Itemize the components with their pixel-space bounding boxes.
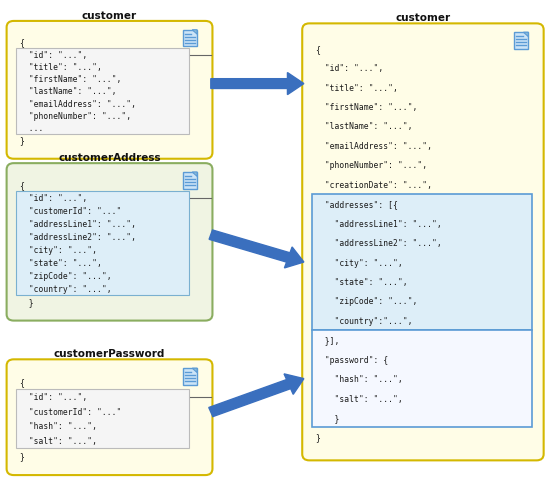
- Text: {: {: [19, 181, 24, 190]
- Text: "hash": "...",: "hash": "...",: [19, 422, 97, 431]
- Text: }: }: [315, 434, 320, 442]
- Polygon shape: [192, 172, 197, 177]
- Text: customer: customer: [82, 11, 137, 21]
- Polygon shape: [192, 368, 197, 372]
- FancyBboxPatch shape: [7, 163, 212, 320]
- Text: "addressLine1": "...",: "addressLine1": "...",: [19, 220, 136, 229]
- Text: "zipCode": "...",: "zipCode": "...",: [19, 272, 112, 281]
- Text: "creationDate": "...",: "creationDate": "...",: [315, 181, 432, 190]
- Bar: [17, 49, 189, 134]
- Text: "emailAddress": "...",: "emailAddress": "...",: [19, 100, 136, 109]
- Text: "password": {: "password": {: [315, 356, 388, 365]
- Text: "customerId": "...": "customerId": "...": [19, 207, 122, 216]
- Text: "id": "...",: "id": "...",: [315, 64, 383, 73]
- Text: "city": "...",: "city": "...",: [19, 246, 97, 255]
- Bar: [17, 389, 189, 448]
- FancyBboxPatch shape: [183, 368, 197, 385]
- Text: customerAddress: customerAddress: [58, 153, 161, 163]
- FancyArrow shape: [211, 72, 304, 95]
- Text: "addressLine2": "...",: "addressLine2": "...",: [315, 239, 442, 248]
- Text: "lastName": "...",: "lastName": "...",: [315, 123, 413, 131]
- Text: "firstName": "...",: "firstName": "...",: [315, 103, 417, 112]
- FancyArrow shape: [209, 374, 304, 417]
- Text: "state": "...",: "state": "...",: [315, 278, 408, 287]
- FancyBboxPatch shape: [183, 172, 197, 188]
- Text: "emailAddress": "...",: "emailAddress": "...",: [315, 142, 432, 151]
- Text: {: {: [315, 45, 320, 54]
- Bar: [17, 191, 189, 295]
- Bar: [311, 330, 532, 427]
- Text: }: }: [19, 298, 34, 307]
- Text: "state": "...",: "state": "...",: [19, 259, 102, 268]
- Text: }: }: [19, 452, 24, 461]
- Text: "phoneNumber": "...",: "phoneNumber": "...",: [19, 112, 131, 121]
- Text: }],: }],: [315, 336, 339, 345]
- Text: "phoneNumber": "...",: "phoneNumber": "...",: [315, 161, 427, 170]
- Text: "country":"...",: "country":"...",: [315, 317, 413, 326]
- Text: "id": "...",: "id": "...",: [19, 194, 87, 203]
- Text: "id": "...",: "id": "...",: [19, 51, 87, 60]
- Text: "firstName": "...",: "firstName": "...",: [19, 75, 122, 84]
- Text: "addresses": [{: "addresses": [{: [315, 200, 398, 209]
- Text: "id": "...",: "id": "...",: [19, 393, 87, 402]
- Text: "country": "...",: "country": "...",: [19, 285, 112, 294]
- Text: {: {: [19, 378, 24, 387]
- FancyBboxPatch shape: [7, 359, 212, 475]
- FancyBboxPatch shape: [183, 30, 197, 47]
- Polygon shape: [192, 30, 197, 34]
- Bar: [311, 194, 532, 330]
- FancyBboxPatch shape: [514, 32, 528, 49]
- FancyArrow shape: [209, 230, 304, 268]
- Text: "city": "...",: "city": "...",: [315, 258, 403, 267]
- FancyBboxPatch shape: [7, 21, 212, 159]
- Text: "addressLine1": "...",: "addressLine1": "...",: [315, 220, 442, 229]
- Text: "lastName": "...",: "lastName": "...",: [19, 87, 117, 96]
- Text: }: }: [19, 136, 24, 145]
- FancyBboxPatch shape: [302, 23, 544, 460]
- Text: "title": "...",: "title": "...",: [19, 63, 102, 72]
- Polygon shape: [523, 32, 528, 37]
- Text: "salt": "...",: "salt": "...",: [19, 437, 97, 446]
- Text: "title": "...",: "title": "...",: [315, 84, 398, 93]
- Text: ...: ...: [19, 124, 44, 133]
- Text: "hash": "...",: "hash": "...",: [315, 375, 403, 384]
- Text: }: }: [315, 414, 339, 423]
- Text: "zipCode": "...",: "zipCode": "...",: [315, 298, 417, 307]
- Text: customerPassword: customerPassword: [54, 349, 165, 359]
- Text: "customerId": "...": "customerId": "...": [19, 408, 122, 417]
- Text: "salt": "...",: "salt": "...",: [315, 394, 403, 404]
- Text: {: {: [19, 38, 24, 48]
- Text: customer: customer: [395, 13, 451, 23]
- Text: "addressLine2": "...",: "addressLine2": "...",: [19, 233, 136, 242]
